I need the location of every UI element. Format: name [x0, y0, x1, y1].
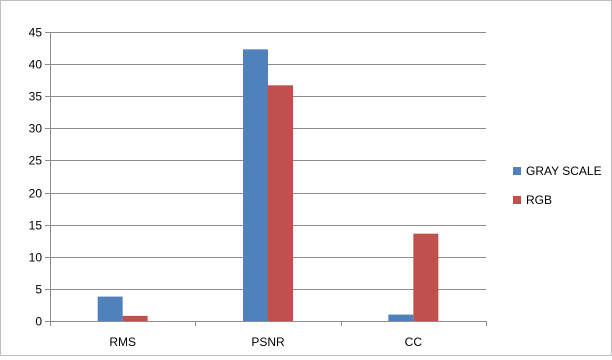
y-tick-label: 15 [29, 219, 43, 233]
y-tick-label: 35 [29, 90, 43, 104]
bar-rgb-cc [413, 233, 439, 321]
x-axis: RMS PSNR CC [50, 321, 487, 349]
y-tick-label: 0 [35, 315, 42, 329]
y-tick-label: 20 [29, 187, 43, 201]
bar-gray-scale-rms [97, 296, 123, 321]
legend-label: RGB [526, 193, 552, 207]
y-tick-label: 5 [35, 283, 42, 297]
y-tick-label: 10 [29, 251, 43, 265]
bar-rgb-rms [122, 315, 148, 321]
bar-gray-scale-cc [388, 314, 414, 321]
bar-gray-scale-psnr [243, 49, 268, 322]
x-tick-label: PSNR [251, 335, 285, 349]
legend-swatch [513, 167, 521, 175]
x-tick-label: CC [405, 335, 423, 349]
y-tick-label: 40 [29, 58, 43, 72]
legend-label: GRAY SCALE [526, 164, 602, 178]
y-tick-label: 45 [29, 26, 43, 40]
legend-swatch [513, 196, 521, 204]
y-tick-label: 30 [29, 122, 43, 136]
y-axis: 0 5 10 15 20 25 30 35 40 45 [29, 26, 51, 329]
y-tick-label: 25 [29, 154, 43, 168]
legend: GRAY SCALE RGB [513, 164, 602, 207]
bars [97, 49, 439, 322]
x-tick-label: RMS [109, 335, 136, 349]
bar-rgb-psnr [268, 85, 293, 321]
